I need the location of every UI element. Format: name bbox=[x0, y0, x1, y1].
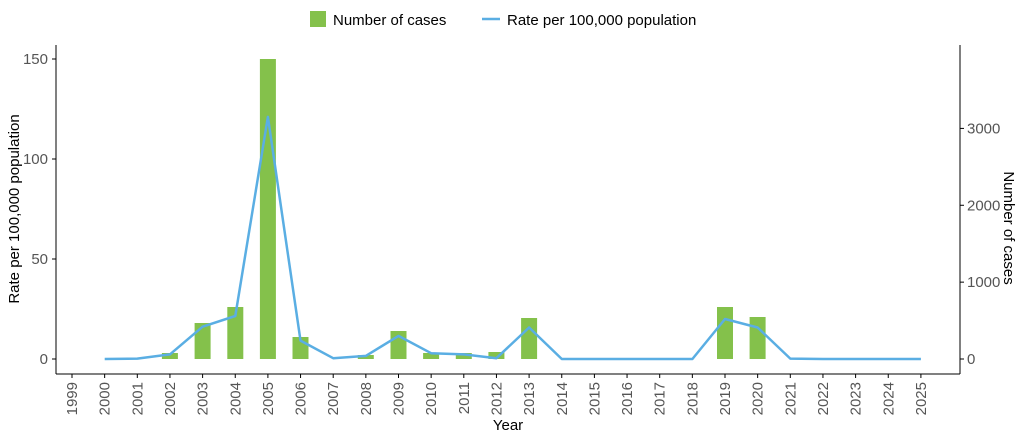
x-tick-label-1999: 1999 bbox=[64, 382, 81, 415]
bar-2002 bbox=[161, 353, 178, 359]
left-tick-label-100: 100 bbox=[23, 151, 48, 168]
x-tick-label-2002: 2002 bbox=[162, 382, 179, 415]
left-tick-label-0: 0 bbox=[40, 351, 48, 368]
rate-line bbox=[104, 115, 921, 361]
x-tick-label-2023: 2023 bbox=[848, 382, 865, 415]
x-tick-label-2005: 2005 bbox=[260, 382, 277, 415]
x-tick-label-2008: 2008 bbox=[358, 382, 375, 415]
right-axis-ticks: 0 1000 2000 3000 bbox=[960, 120, 1000, 368]
x-tick-label-2007: 2007 bbox=[325, 382, 342, 415]
bar-2012 bbox=[488, 352, 505, 359]
legend-bar-swatch bbox=[310, 11, 326, 27]
right-tick-label-1000: 1000 bbox=[967, 274, 1000, 291]
right-tick-label-3000: 3000 bbox=[967, 120, 1000, 137]
bar-2010 bbox=[423, 353, 440, 359]
left-tick-label-150: 150 bbox=[23, 51, 48, 68]
x-tick-label-2020: 2020 bbox=[750, 382, 767, 415]
left-tick-label-50: 50 bbox=[31, 251, 48, 268]
right-tick-label-0: 0 bbox=[967, 351, 975, 368]
line-layer bbox=[104, 115, 921, 361]
right-tick-label-2000: 2000 bbox=[967, 197, 1000, 214]
bar-2004 bbox=[227, 307, 244, 359]
x-tick-label-2012: 2012 bbox=[488, 382, 505, 415]
bar-2020 bbox=[749, 317, 766, 359]
x-tick-label-2006: 2006 bbox=[293, 382, 310, 415]
bar-2019 bbox=[717, 307, 733, 359]
x-axis-title: Year bbox=[493, 417, 523, 434]
left-axis-title: Rate per 100,000 population bbox=[6, 114, 23, 303]
x-tick-label-2001: 2001 bbox=[129, 382, 146, 415]
x-tick-label-2019: 2019 bbox=[717, 382, 734, 415]
x-tick-label-2000: 2000 bbox=[97, 382, 114, 415]
bar-2013 bbox=[521, 318, 538, 359]
bar-2003 bbox=[194, 323, 211, 359]
legend-line-label: Rate per 100,000 population bbox=[507, 12, 696, 29]
legend-bar-label: Number of cases bbox=[333, 12, 446, 29]
x-tick-label-2003: 2003 bbox=[195, 382, 212, 415]
x-tick-label-2015: 2015 bbox=[586, 382, 603, 415]
x-tick-label-2013: 2013 bbox=[521, 382, 538, 415]
x-tick-label-2009: 2009 bbox=[391, 382, 408, 415]
x-tick-label-2011: 2011 bbox=[456, 382, 473, 414]
x-tick-label-2017: 2017 bbox=[652, 382, 669, 415]
left-axis-ticks: 0 50 100 150 bbox=[23, 51, 56, 368]
x-tick-label-2018: 2018 bbox=[684, 382, 701, 415]
x-tick-label-2014: 2014 bbox=[554, 382, 571, 415]
x-tick-label-2016: 2016 bbox=[619, 382, 636, 415]
x-tick-label-2025: 2025 bbox=[913, 382, 930, 415]
x-tick-label-2021: 2021 bbox=[782, 382, 799, 415]
x-axis-ticks: 1999 2000 2001 2002 2003 2004 2005 2006 2007 2008… bbox=[64, 374, 930, 415]
x-tick-label-2010: 2010 bbox=[423, 382, 440, 415]
x-tick-label-2004: 2004 bbox=[227, 382, 244, 415]
x-tick-label-2022: 2022 bbox=[815, 382, 832, 415]
x-tick-label-2024: 2024 bbox=[880, 382, 897, 415]
right-axis-title: Number of cases bbox=[1000, 171, 1017, 284]
legend: Number of cases Rate per 100,000 populat… bbox=[310, 11, 696, 29]
bar-2005 bbox=[259, 59, 276, 359]
bar-2011 bbox=[455, 353, 472, 359]
